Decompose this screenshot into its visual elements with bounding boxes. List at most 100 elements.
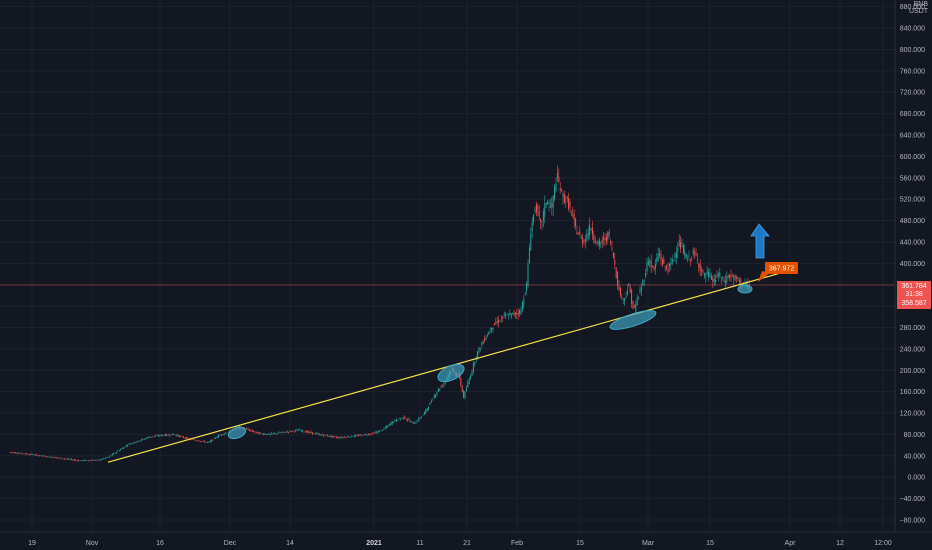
candle-body [713,279,715,282]
candle-body [650,261,652,268]
candle [55,456,57,459]
candle [530,227,532,251]
price-tag-callout: 367.972 [758,262,798,282]
candle-body [327,435,329,437]
candle [635,300,637,313]
candle-body [204,441,206,443]
candle-body [510,313,512,317]
candle [505,311,507,320]
drawings[interactable] [0,223,895,463]
candle-body [36,454,38,456]
candle-body [269,433,271,435]
candle-body [20,452,22,454]
candle [114,452,116,454]
touch-point-ellipse[interactable] [737,284,753,294]
candle [590,227,592,231]
price-axis[interactable]: BNB USDT −80.000 −40.000 0.000 40.000 80.000… [894,0,932,532]
time-axis[interactable]: 19 Nov 16 Dec 14 2021 11 21 Feb 15 Mar 15 Apr 12 12:00 [0,531,932,550]
candle [720,276,722,284]
candle-body [554,186,556,199]
candle-body [642,280,644,285]
candle-body [43,455,45,457]
candle [488,331,490,336]
candle [702,269,704,275]
candle-body [251,430,253,432]
candle [713,274,715,287]
candle-body [468,378,470,384]
candle-body [520,309,522,315]
price-tick-label: 200.000 [900,368,925,375]
candle [626,284,628,296]
currency-label-line2: USDT [909,8,929,15]
candle [372,432,374,435]
candle-body [717,273,719,276]
candle [572,206,574,219]
candle [303,431,305,433]
candle [33,454,35,456]
candle [503,311,505,318]
candle [689,258,691,267]
candle [611,240,613,252]
candle [36,453,38,456]
candle [701,266,703,277]
up-arrow-icon[interactable] [750,223,770,259]
candle [265,433,267,436]
candle-body [685,254,687,259]
touch-point-ellipse[interactable] [608,307,657,333]
candle-body [579,231,581,235]
candle-body [636,298,638,306]
candle-body [478,347,480,352]
candle [481,341,483,349]
candle [261,432,263,435]
candle [311,432,313,436]
candle-body [549,206,551,209]
candle [111,453,113,457]
candle [496,316,498,326]
price-tick-label: 280.000 [900,325,925,332]
candle [629,283,631,293]
candle-body [402,417,404,419]
touch-point-ellipse[interactable] [435,361,466,386]
candle [318,433,320,436]
candle-body [675,252,677,258]
candle [321,433,323,436]
touch-point-ellipse[interactable] [227,425,247,441]
candle-body [353,435,355,437]
candle [101,458,103,460]
candle-body [272,433,274,435]
candle [423,411,425,416]
candle-body [484,338,486,341]
candle-body [248,429,250,431]
candle-body [604,238,606,241]
candle [295,429,297,433]
candle-body [639,289,641,293]
candle [659,247,661,259]
candle [115,451,117,455]
candle-body [58,457,60,459]
candle-body [303,431,305,433]
candle-body [524,293,526,295]
candle [250,429,252,432]
time-axis-background [0,532,932,550]
candle [212,439,214,441]
candle-body [694,251,696,254]
candle-body [44,455,46,457]
candle-body [80,460,82,461]
candle-body [611,247,613,249]
time-tick-label: 21 [463,540,471,547]
candle [535,201,537,217]
candle-body [258,432,260,435]
candle [90,459,92,461]
candle-body [701,269,703,272]
candle [355,434,357,438]
candle-body [730,275,732,278]
candle-body [687,259,689,260]
candle-body [276,433,278,435]
candle [324,434,326,436]
candle [122,446,124,449]
candle [482,339,484,345]
candle-body [282,431,284,433]
candle-body [237,426,239,427]
candle [30,453,32,456]
